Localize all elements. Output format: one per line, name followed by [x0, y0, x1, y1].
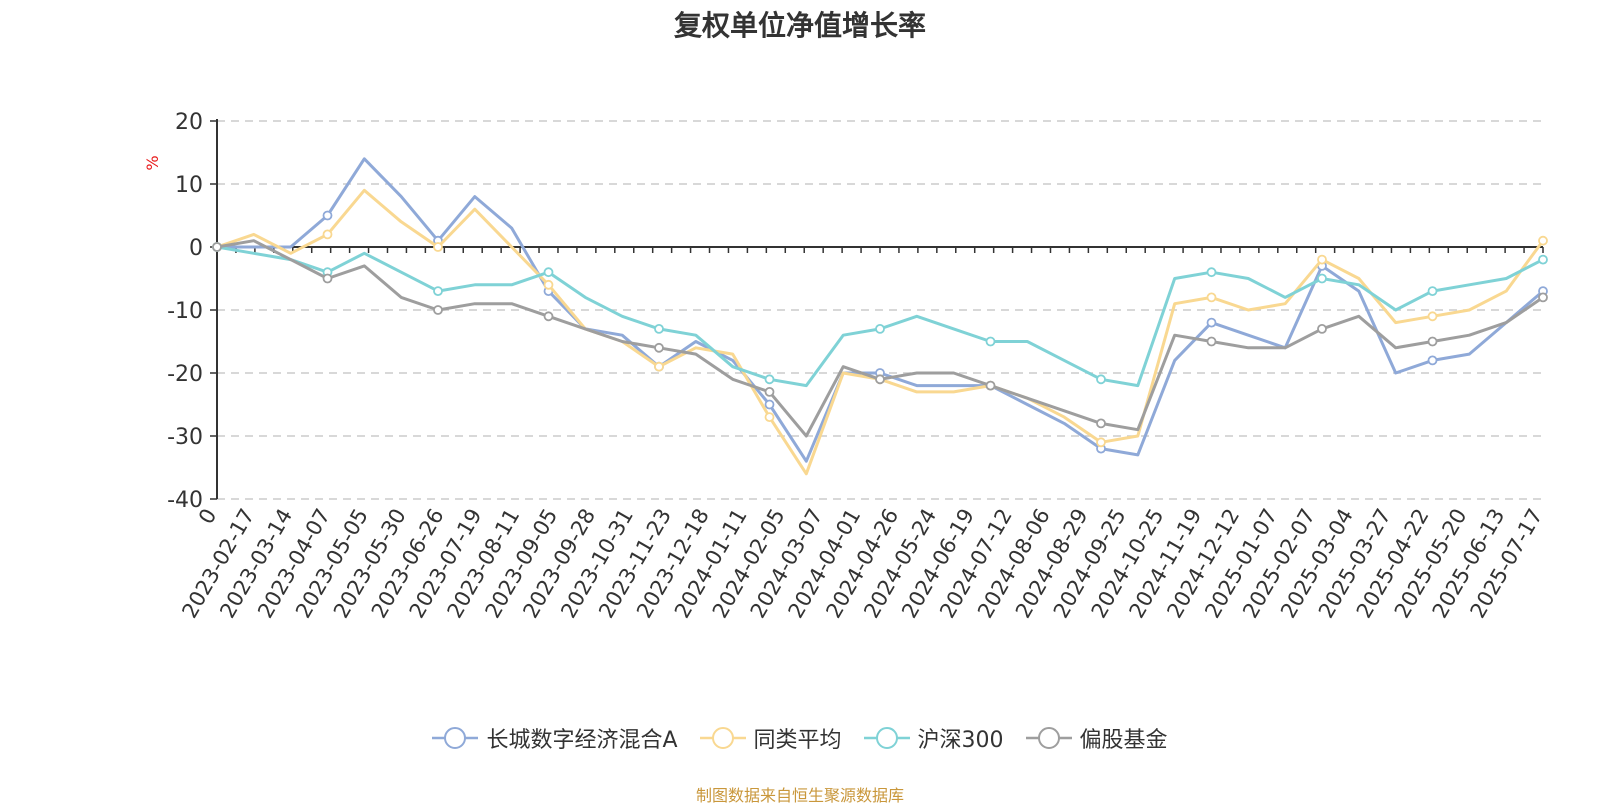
legend-swatch-marker: [444, 727, 467, 749]
y-tick-label: -10: [167, 299, 203, 324]
series-point: [433, 286, 443, 297]
series-point: [322, 229, 333, 240]
series-point: [875, 374, 885, 385]
legend-swatch-marker: [711, 727, 734, 749]
y-axis-label: %: [143, 155, 162, 170]
series-point: [1096, 437, 1106, 448]
legend-swatch: [1025, 727, 1072, 749]
y-tick-label: -40: [167, 488, 203, 513]
y-tick-label: -30: [167, 425, 203, 450]
series-point: [1317, 323, 1327, 334]
series-point: [1538, 235, 1548, 246]
y-tick-label: 20: [175, 110, 203, 135]
series-point: [764, 412, 775, 423]
series-point: [1427, 311, 1438, 322]
series-point: [1206, 267, 1217, 278]
legend-label: 长城数字经济混合A: [486, 728, 678, 753]
legend-swatch: [432, 727, 479, 749]
series-point: [322, 210, 333, 221]
y-tick-label: 10: [175, 173, 203, 198]
series-point: [1206, 336, 1217, 347]
series-point: [764, 374, 775, 385]
series-point: [212, 242, 222, 252]
legend-item[interactable]: 沪深300: [863, 722, 1004, 754]
series-point: [875, 323, 885, 334]
legend-swatch: [699, 727, 746, 749]
series-point: [1096, 374, 1106, 385]
legend-item[interactable]: 同类平均: [699, 722, 842, 754]
series-point: [1427, 336, 1438, 347]
y-tick-label: 0: [189, 236, 203, 261]
series-point: [1538, 254, 1548, 265]
chart-title: 复权单位净值增长率: [673, 9, 926, 42]
series-line-2: [216, 245, 1544, 388]
series-point: [654, 342, 664, 353]
series-point: [654, 361, 664, 372]
series-point: [1317, 273, 1327, 284]
legend: 长城数字经济混合A 同类平均 沪深300 偏股基金: [0, 722, 1600, 754]
series-point: [654, 323, 664, 334]
series-point: [1427, 286, 1438, 297]
y-tick-label: -20: [167, 362, 203, 387]
series-point: [433, 242, 443, 252]
legend-label: 偏股基金: [1079, 728, 1168, 753]
series-point: [543, 311, 554, 322]
legend-item[interactable]: 偏股基金: [1025, 722, 1168, 754]
series-point: [1317, 254, 1327, 265]
series-point: [764, 386, 775, 397]
series-point: [433, 305, 443, 315]
series-point: [985, 380, 996, 391]
legend-swatch: [863, 727, 910, 749]
legend-item[interactable]: 长城数字经济混合A: [432, 722, 678, 754]
series-point: [1427, 355, 1438, 366]
series-point: [1206, 292, 1217, 303]
series-point: [1538, 292, 1548, 303]
x-tick-label: 0: [194, 505, 221, 529]
series-point: [764, 399, 775, 410]
series-point: [1096, 418, 1106, 429]
series-point: [985, 336, 996, 347]
series-point: [322, 273, 333, 284]
legend-swatch-marker: [1037, 727, 1060, 749]
line-chart: 20100-10-20-30-40%02023-02-172023-03-142…: [143, 110, 1548, 622]
series-point: [543, 279, 554, 290]
source-note: 制图数据来自恒生聚源数据库: [695, 786, 904, 805]
legend-label: 同类平均: [753, 728, 842, 753]
series-point: [543, 267, 554, 278]
series-point: [1206, 317, 1217, 328]
legend-swatch-marker: [875, 727, 898, 749]
legend-label: 沪深300: [917, 728, 1004, 753]
